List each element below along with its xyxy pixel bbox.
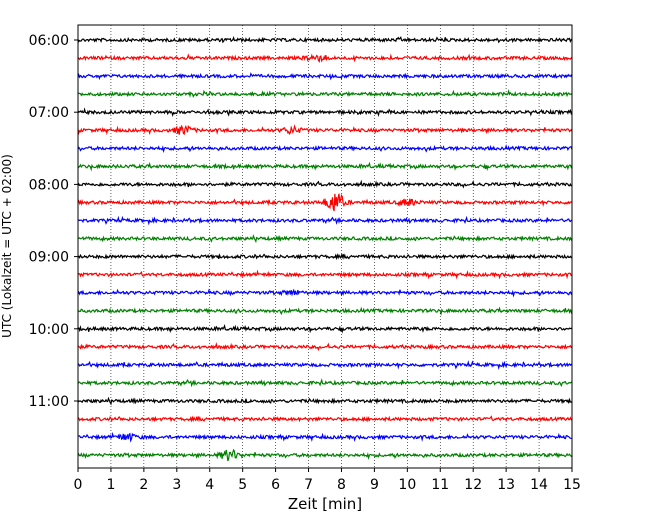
- trace-line: [77, 161, 573, 172]
- y-tick-label: 09:00: [29, 250, 69, 266]
- x-tick-label: 6: [271, 477, 280, 493]
- x-tick-label: 8: [337, 477, 346, 493]
- x-tick-label: 1: [106, 477, 115, 493]
- trace-line: [77, 448, 573, 462]
- y-tick-label: 07:00: [29, 105, 69, 121]
- x-tick-label: 9: [370, 477, 379, 493]
- trace-line: [77, 234, 573, 244]
- x-tick-label: 10: [398, 477, 416, 493]
- y-tick-label: 10:00: [29, 322, 69, 338]
- x-axis: 0 1 2 3 4 5 6 7 8 9 10 11 12 13 14 15: [74, 468, 581, 493]
- trace-line: [77, 396, 573, 406]
- trace-line: [77, 107, 573, 118]
- x-tick-label: 2: [139, 477, 148, 493]
- trace-line: [77, 215, 573, 226]
- trace-line: [77, 88, 573, 98]
- x-axis-label: Zeit [min]: [288, 495, 362, 513]
- x-tick-label: 15: [563, 477, 581, 493]
- trace-line: [77, 324, 573, 334]
- y-axis: 06:00 07:00 08:00 09:00 10:00 11:00: [29, 33, 78, 410]
- trace-line: [77, 341, 573, 352]
- trace-line: [77, 431, 573, 443]
- trace-line: [77, 306, 573, 316]
- x-tick-label: 12: [464, 477, 482, 493]
- x-tick-label: 14: [530, 477, 548, 493]
- x-tick-label: 4: [205, 477, 214, 493]
- x-tick-label: 0: [74, 477, 83, 493]
- plot-frame: [77, 24, 573, 469]
- y-tick-label: 06:00: [29, 33, 69, 49]
- x-tick-label: 13: [497, 477, 515, 493]
- trace-line: [77, 378, 573, 388]
- x-tick-label: 7: [304, 477, 313, 493]
- trace-line: [77, 269, 573, 280]
- y-tick-label: 11:00: [29, 394, 69, 410]
- trace-line: [77, 193, 573, 212]
- y-axis-label: UTC (Lokalzeit = UTC + 02:00): [0, 154, 14, 338]
- plot-background: [78, 25, 572, 468]
- y-tick-label: 08:00: [29, 177, 69, 193]
- seismic-traces: [77, 36, 573, 462]
- trace-line: [77, 415, 573, 423]
- trace-line: [77, 288, 573, 298]
- trace-line: [77, 253, 573, 261]
- trace-line: [77, 53, 573, 64]
- x-tick-label: 11: [431, 477, 449, 493]
- trace-line: [77, 179, 573, 189]
- trace-line: [77, 72, 573, 81]
- x-tick-label: 3: [172, 477, 181, 493]
- trace-line: [77, 144, 573, 154]
- trace-line: [77, 124, 573, 136]
- trace-line: [77, 36, 573, 44]
- grid-lines: [110, 25, 540, 468]
- x-tick-label: 5: [238, 477, 247, 493]
- trace-line: [77, 360, 573, 370]
